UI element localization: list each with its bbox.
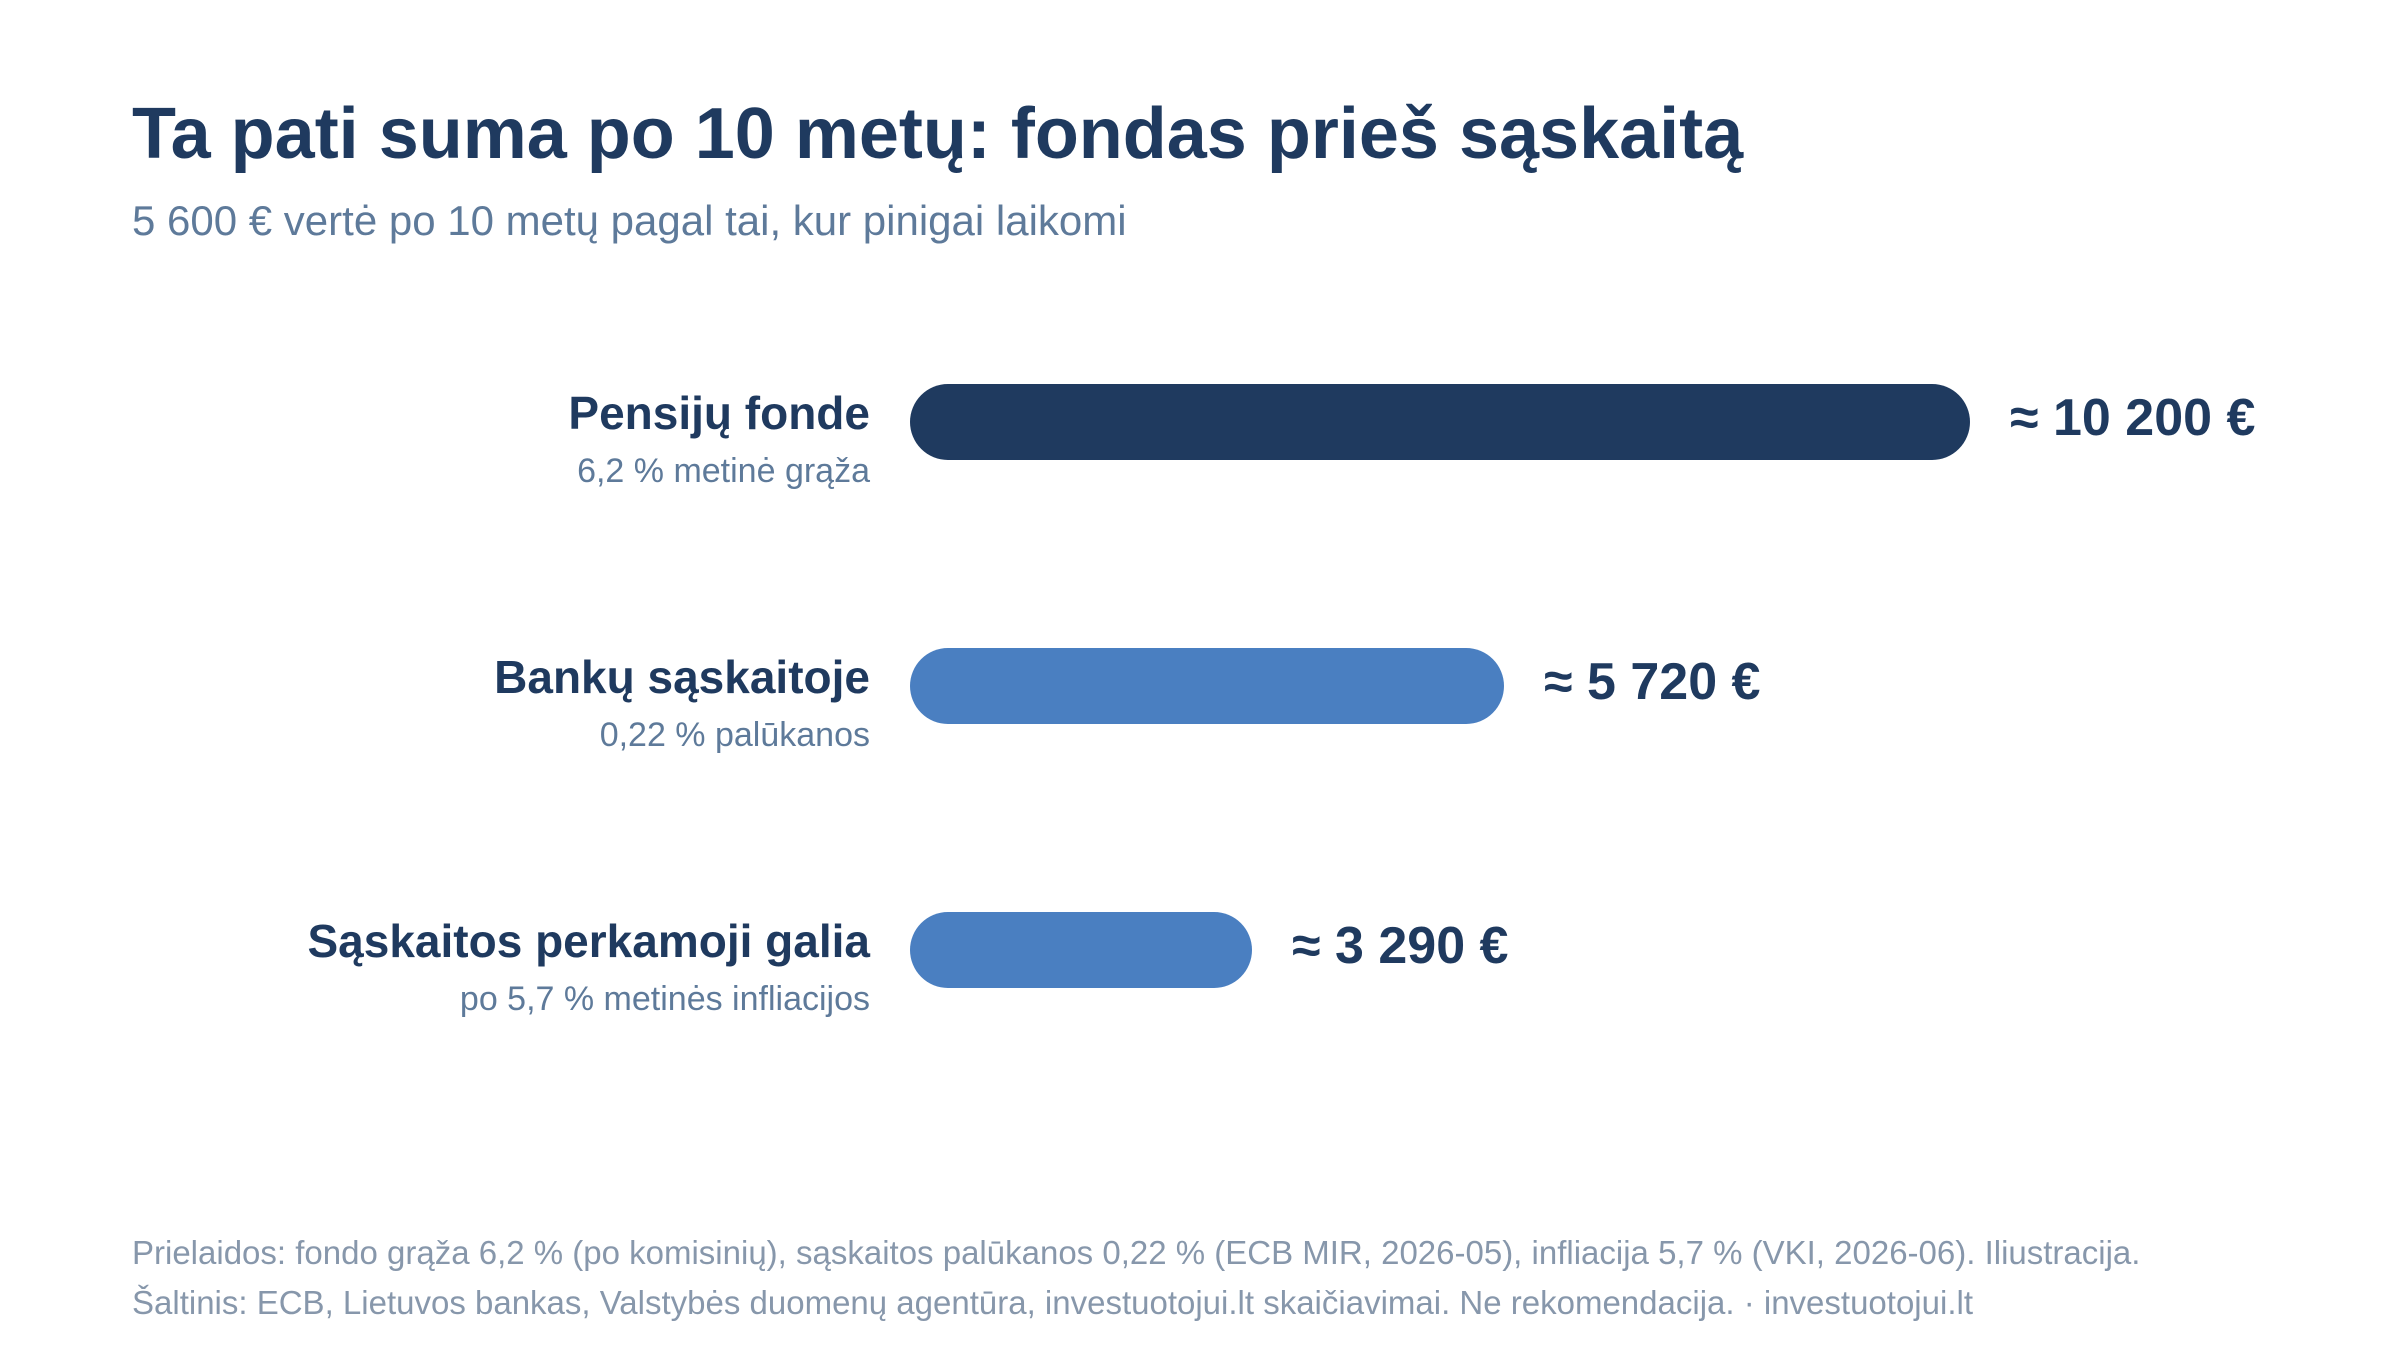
bar-banku-saskaitoje	[910, 648, 1504, 724]
category-label: Bankų sąskaitoje	[494, 651, 870, 703]
bar-value-label: ≈ 5 720 €	[1544, 653, 1761, 711]
bar-value-label: ≈ 3 290 €	[1292, 917, 1509, 975]
category-sublabel: 0,22 % palūkanos	[599, 716, 870, 754]
footnote-assumptions: Prielaidos: fondo grąža 6,2 % (po komisi…	[132, 1234, 2141, 1271]
category-label: Sąskaitos perkamoji galia	[307, 915, 871, 967]
bar-row-pensiju-fonde: Pensijų fonde 6,2 % metinė grąža ≈ 10 200 …	[0, 384, 2400, 524]
bar-row-banku-saskaitoje: Bankų sąskaitoje 0,22 % palūkanos ≈ 5 720 …	[0, 648, 2400, 788]
bar-row-saskaitos-perkamoji-galia: Sąskaitos perkamoji galia po 5,7 % metinė…	[0, 912, 2400, 1052]
chart-subtitle: 5 600 € vertė po 10 metų pagal tai, kur …	[132, 197, 1127, 244]
category-label: Pensijų fonde	[568, 387, 870, 439]
bar-pensiju-fonde	[910, 384, 1970, 460]
category-sublabel: po 5,7 % metinės infliacijos	[459, 980, 870, 1018]
chart-title: Ta pati suma po 10 metų: fondas prieš są…	[132, 94, 1744, 174]
bar-value-label: ≈ 10 200 €	[2010, 389, 2256, 447]
bar-saskaitos-perkamoji-galia	[910, 912, 1252, 988]
footnote-source: Šaltinis: ECB, Lietuvos bankas, Valstybė…	[132, 1284, 1973, 1321]
category-sublabel: 6,2 % metinė grąža	[577, 452, 870, 490]
